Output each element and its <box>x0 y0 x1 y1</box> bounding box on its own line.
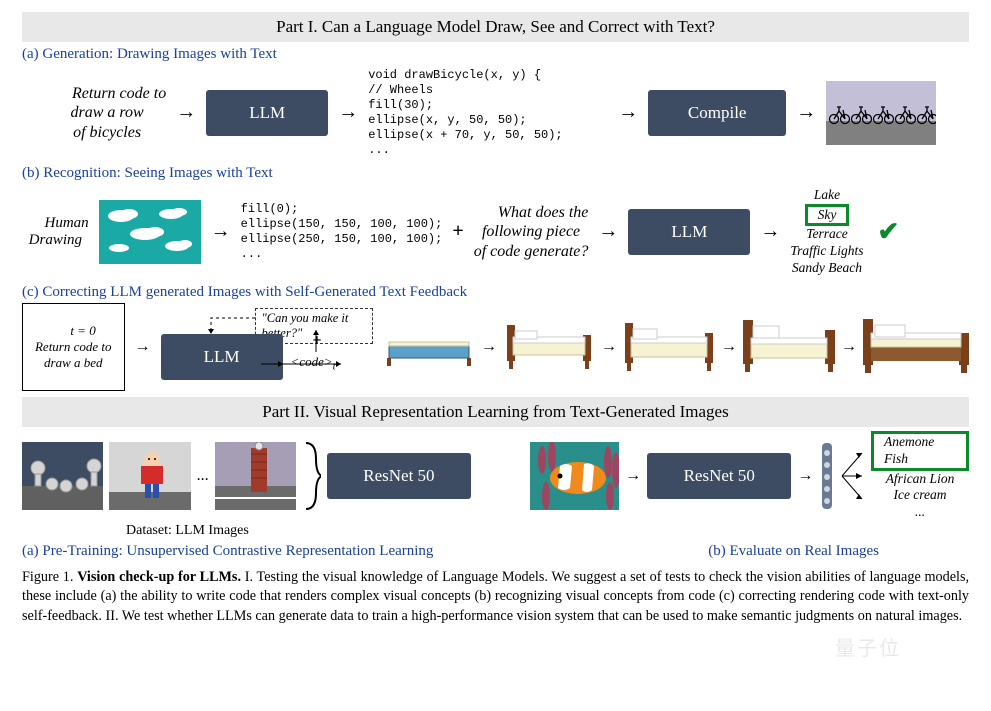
arrow-icon: → <box>760 220 780 243</box>
answer-option-correct: Sky <box>805 204 850 227</box>
part1c-heading: (c) Correcting LLM generated Images with… <box>22 284 969 301</box>
compile-box: Compile <box>648 90 786 136</box>
arrow-icon: → <box>625 467 641 485</box>
figure-label: Figure 1. <box>22 569 73 585</box>
part2-row: ... ResNet 50 → <box>22 431 969 521</box>
part2-title: Part II. Visual Representation Learning … <box>262 402 728 421</box>
answer-option: African Lion <box>886 471 955 488</box>
answer-more: ... <box>915 504 925 521</box>
embedding-vector-icon <box>819 441 834 511</box>
dots-label: ... <box>197 467 209 485</box>
answer-option: Traffic Lights <box>790 243 863 260</box>
plus-icon: + <box>452 220 463 243</box>
real-image-clownfish <box>530 442 619 510</box>
resnet-box-2: ResNet 50 <box>647 453 791 499</box>
llm-box-a: LLM <box>206 90 328 136</box>
part1-title-band: Part I. Can a Language Model Draw, See a… <box>22 12 969 42</box>
arrow-icon: → <box>841 338 857 356</box>
arrow-icon: → <box>211 220 231 243</box>
answer-list-b: Lake Sky Terrace Traffic Lights Sandy Be… <box>790 187 863 277</box>
part1b-row: Human Drawing → fill(0); ellipse(150, 15… <box>22 184 969 280</box>
arrow-icon: → <box>796 101 816 124</box>
part1a-prompt: Return code to draw a row of bicycles <box>48 65 166 161</box>
answer-option-correct: Anemone Fish <box>871 431 969 471</box>
part1c-row: t = 0 Return code to draw a bed → "Can y… <box>22 303 969 391</box>
answer-option: Terrace <box>806 226 848 243</box>
part2b-heading: (b) Evaluate on Real Images <box>708 543 879 560</box>
bicycles-output-image <box>826 81 936 145</box>
answer-list-part2: Anemone Fish African Lion Ice cream ... <box>871 431 969 521</box>
part1a-row: Return code to draw a row of bicycles → … <box>48 65 969 161</box>
feedback-loop: "Can you make it better?" LLM + <code>t <box>161 308 373 386</box>
dataset-label: Dataset: LLM Images <box>126 523 969 539</box>
arrow-icon: → <box>135 338 151 356</box>
arrow-icon: → <box>601 338 617 356</box>
part2-subheadings: (a) Pre-Training: Unsupervised Contrasti… <box>22 541 969 562</box>
answer-option: Ice cream <box>893 487 946 504</box>
arrow-icon: → <box>598 220 618 243</box>
check-icon: ✔ <box>878 217 900 247</box>
arrow-icon: → <box>721 338 737 356</box>
part1b-question: What does the following piece of code ge… <box>474 184 589 280</box>
part1b-code: fill(0); ellipse(150, 150, 100, 100); el… <box>241 202 443 262</box>
part1a-code: void drawBicycle(x, y) { // Wheels fill(… <box>368 68 608 158</box>
llm-thumb-2 <box>109 442 190 510</box>
bed-image-3 <box>623 321 715 373</box>
figure-caption: Figure 1. Vision check-up for LLMs. I. T… <box>22 568 969 626</box>
caption-bold: Vision check-up for LLMs. <box>77 569 241 585</box>
arrow-icon: → <box>176 101 196 124</box>
llm-thumb-1 <box>22 442 103 510</box>
arrow-icon: → <box>618 101 638 124</box>
part1b-heading: (b) Recognition: Seeing Images with Text <box>22 165 969 182</box>
resnet-box-1: ResNet 50 <box>327 453 471 499</box>
bed-image-5 <box>863 319 969 375</box>
part1-title: Part I. Can a Language Model Draw, See a… <box>276 17 715 36</box>
answer-option: Lake <box>814 187 840 204</box>
arrow-icon: → <box>481 338 497 356</box>
bed-image-2 <box>503 321 595 373</box>
part1a-heading: (a) Generation: Drawing Images with Text <box>22 46 969 63</box>
watermark: 量子位 <box>835 632 901 661</box>
brace-icon <box>302 441 321 511</box>
fanout-arrows-icon <box>840 441 865 511</box>
clouds-drawing <box>99 200 201 264</box>
arrow-icon: → <box>338 101 358 124</box>
llm-box-b: LLM <box>628 209 750 255</box>
part2-title-band: Part II. Visual Representation Learning … <box>22 397 969 427</box>
t0-prompt-box: t = 0 Return code to draw a bed <box>22 303 125 391</box>
answer-option: Sandy Beach <box>792 260 862 277</box>
arrow-icon: → <box>797 467 813 485</box>
part2a-heading: (a) Pre-Training: Unsupervised Contrasti… <box>22 543 433 560</box>
llm-thumb-3 <box>215 442 296 510</box>
bed-image-4 <box>743 320 835 374</box>
human-drawing-label: Human Drawing <box>22 198 89 266</box>
bed-sequence: → → → <box>383 319 969 375</box>
